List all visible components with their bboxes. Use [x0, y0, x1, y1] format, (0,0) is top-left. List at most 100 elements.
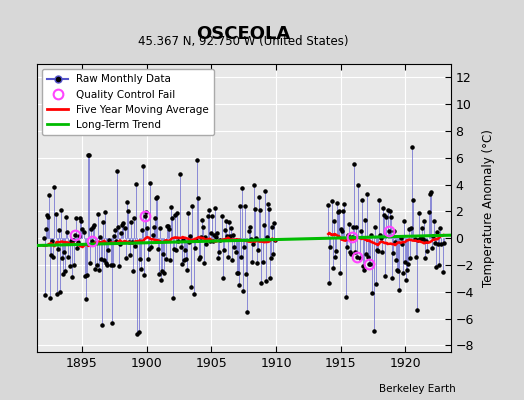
Point — [165, 226, 173, 232]
Point — [157, 277, 166, 283]
Point — [237, 254, 245, 260]
Point — [79, 229, 88, 235]
Point — [436, 225, 444, 232]
Point — [260, 188, 269, 194]
Point — [182, 255, 190, 262]
Point — [64, 254, 73, 260]
Point — [200, 260, 209, 267]
Point — [378, 248, 386, 255]
Point — [439, 269, 447, 276]
Point — [93, 211, 102, 217]
Point — [82, 296, 90, 302]
Point — [338, 228, 346, 234]
Point — [160, 270, 169, 277]
Point — [440, 240, 448, 246]
Point — [133, 331, 141, 337]
Point — [243, 309, 252, 315]
Point — [149, 224, 158, 230]
Point — [152, 193, 161, 200]
Point — [391, 238, 399, 245]
Point — [176, 171, 184, 178]
Point — [372, 281, 380, 287]
Point — [110, 233, 118, 239]
Legend: Raw Monthly Data, Quality Control Fail, Five Year Moving Average, Long-Term Tren: Raw Monthly Data, Quality Control Fail, … — [42, 69, 214, 135]
Point — [368, 290, 377, 296]
Point — [402, 277, 410, 284]
Point — [363, 191, 372, 198]
Point — [348, 234, 356, 241]
Point — [41, 225, 50, 232]
Point — [186, 233, 194, 239]
Point — [270, 220, 279, 226]
Point — [349, 224, 357, 230]
Point — [59, 271, 67, 277]
Point — [224, 254, 232, 260]
Point — [178, 261, 186, 268]
Point — [50, 184, 59, 190]
Point — [438, 241, 446, 247]
Point — [253, 260, 261, 266]
Point — [179, 237, 187, 243]
Point — [233, 269, 241, 276]
Point — [163, 222, 172, 229]
Point — [359, 267, 368, 273]
Point — [434, 240, 442, 247]
Point — [346, 248, 354, 255]
Point — [333, 200, 341, 206]
Point — [57, 206, 65, 213]
Point — [56, 289, 64, 296]
Point — [254, 247, 263, 254]
Point — [76, 215, 84, 222]
Point — [195, 256, 203, 262]
Point — [47, 252, 56, 258]
Point — [60, 248, 68, 255]
Point — [354, 182, 363, 188]
Point — [387, 214, 395, 220]
Point — [405, 226, 413, 232]
Point — [266, 275, 274, 282]
Point — [369, 327, 378, 334]
Point — [174, 238, 183, 244]
Point — [211, 204, 219, 211]
Point — [231, 244, 239, 250]
Point — [91, 265, 100, 272]
Point — [108, 262, 117, 268]
Point — [48, 238, 57, 244]
Point — [396, 235, 405, 242]
Point — [337, 226, 345, 232]
Point — [181, 247, 189, 254]
Point — [248, 241, 257, 247]
Point — [229, 232, 237, 238]
Point — [78, 226, 86, 232]
Point — [250, 182, 258, 188]
Point — [99, 219, 107, 226]
Point — [326, 244, 335, 250]
Point — [397, 241, 406, 247]
Point — [114, 224, 122, 230]
Point — [187, 284, 195, 290]
Point — [244, 228, 253, 234]
Point — [245, 223, 254, 230]
Point — [96, 256, 105, 263]
Point — [158, 268, 167, 274]
Y-axis label: Temperature Anomaly (°C): Temperature Anomaly (°C) — [482, 129, 495, 287]
Point — [235, 282, 243, 288]
Title: OSCEOLA: OSCEOLA — [196, 25, 291, 43]
Point — [247, 259, 256, 265]
Point — [217, 213, 226, 219]
Point — [239, 288, 247, 294]
Point — [258, 259, 267, 265]
Point — [159, 251, 168, 258]
Point — [162, 223, 171, 229]
Point — [374, 248, 382, 254]
Point — [46, 295, 54, 302]
Point — [68, 274, 76, 280]
Point — [147, 244, 156, 250]
Point — [61, 268, 70, 274]
Point — [215, 249, 224, 255]
Point — [259, 222, 268, 228]
Point — [214, 255, 223, 261]
Point — [119, 219, 128, 226]
Point — [117, 230, 125, 236]
Point — [87, 226, 95, 232]
